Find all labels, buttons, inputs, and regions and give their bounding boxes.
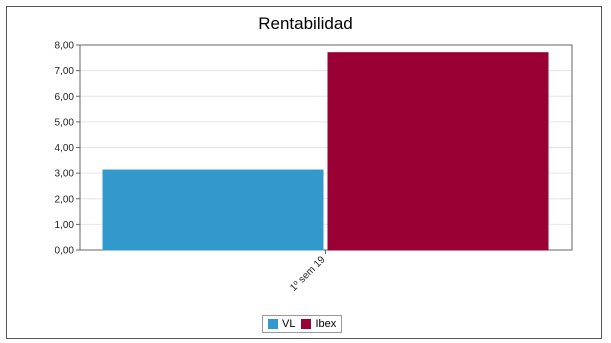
y-tick-label: 1,00 (55, 220, 75, 231)
x-axis: 1º sem 19 (288, 250, 328, 294)
legend-label-ibex: Ibex (315, 318, 337, 330)
y-tick-label: 7,00 (55, 66, 75, 77)
y-tick-label: 0,00 (55, 246, 75, 257)
bar-ibex (327, 52, 549, 251)
legend-entry-vl: VL (268, 318, 295, 330)
legend-entry-ibex: Ibex (301, 318, 336, 330)
legend: VL Ibex (262, 315, 343, 333)
x-tick-label: 1º sem 19 (288, 254, 328, 294)
legend-label-vl: VL (282, 318, 296, 330)
y-tick-label: 8,00 (55, 41, 75, 52)
legend-swatch-ibex (301, 319, 312, 329)
y-tick-label: 4,00 (55, 143, 75, 154)
y-tick-label: 6,00 (55, 92, 75, 103)
chart-title: Rentabilidad (258, 14, 353, 33)
y-tick-label: 2,00 (55, 194, 75, 205)
legend-swatch-vl (268, 319, 278, 329)
y-tick-label: 5,00 (55, 117, 75, 128)
bars (102, 52, 549, 251)
y-tick-label: 3,00 (55, 169, 75, 180)
bar-vl (102, 169, 324, 251)
y-axis: 0,00 1,00 2,00 3,00 4,00 5,00 6,00 7,00 8,00 (55, 41, 80, 257)
